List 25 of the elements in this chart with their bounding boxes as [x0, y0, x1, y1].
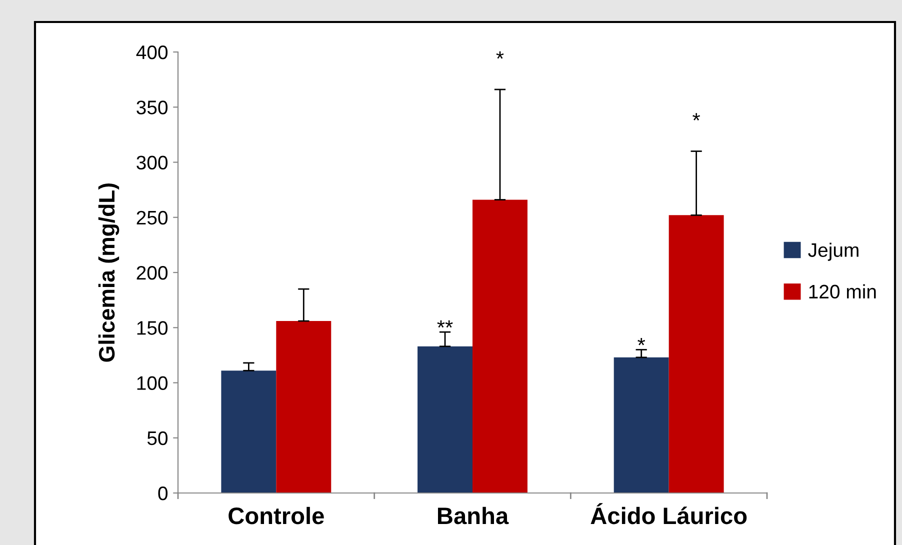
x-tick-label: Controle: [228, 506, 324, 524]
bar: [472, 200, 528, 493]
annotation: *: [692, 113, 700, 120]
x-tick-label: Ácido Láurico: [590, 503, 747, 524]
y-tick-label: 250: [136, 210, 168, 225]
legend-label: 120 min: [809, 284, 876, 299]
y-tick-label: 50: [147, 431, 168, 446]
y-tick-label: 100: [137, 376, 168, 390]
y-tick-label: 400: [136, 45, 168, 60]
bar: [276, 321, 332, 493]
bar: [668, 215, 724, 493]
annotation: *: [496, 51, 504, 59]
y-tick-label: 0: [158, 486, 168, 500]
y-tick-label: 150: [137, 321, 168, 335]
y-tick-label: 350: [136, 100, 168, 114]
legend-label: Jejum: [808, 242, 858, 261]
x-tick-label: Banha: [438, 506, 509, 524]
y-tick-label: 300: [136, 156, 168, 170]
annotation: **: [437, 320, 453, 328]
bar: [221, 370, 276, 493]
bar: [418, 346, 472, 493]
y-tick-label: 200: [136, 266, 168, 280]
annotation: *: [638, 338, 646, 346]
bar: [614, 357, 669, 493]
y-axis-title: Glicemia (mg/dL): [98, 183, 120, 362]
